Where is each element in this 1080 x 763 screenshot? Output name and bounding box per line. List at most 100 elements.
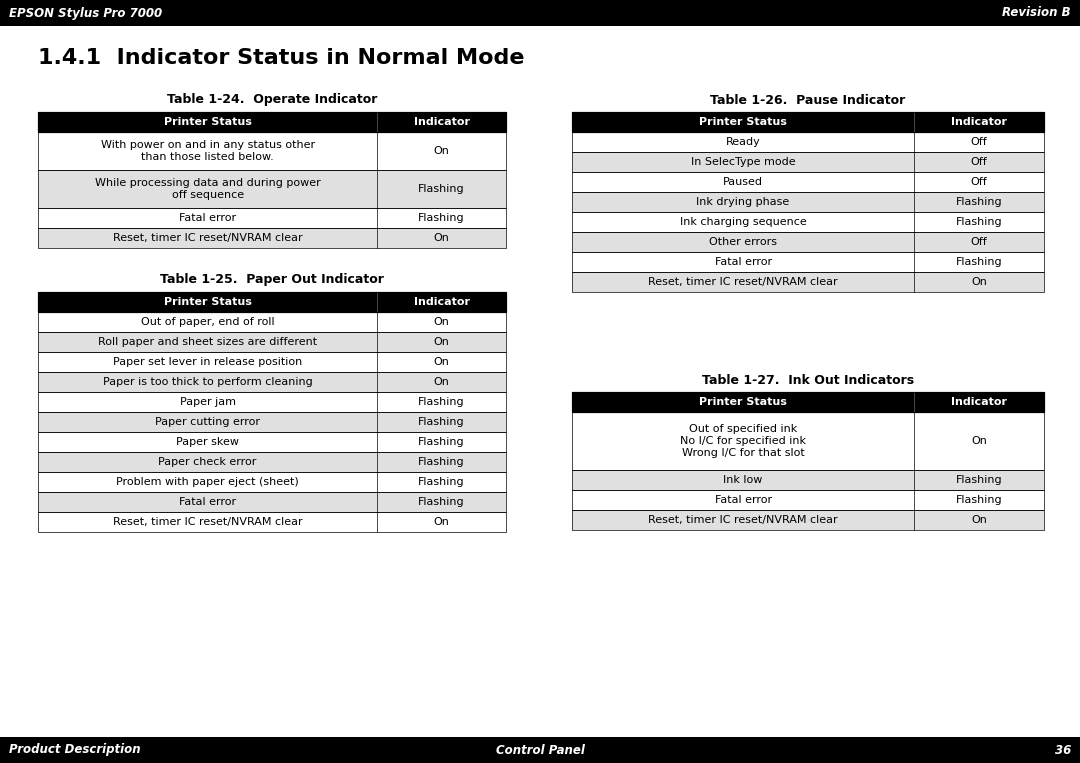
Bar	[38, 312, 507, 332]
Bar	[572, 392, 1044, 412]
Bar	[572, 412, 1044, 470]
Text: Reset, timer IC reset/NVRAM clear: Reset, timer IC reset/NVRAM clear	[648, 515, 838, 525]
Text: Indicator: Indicator	[414, 117, 470, 127]
Text: Indicator: Indicator	[951, 397, 1008, 407]
Text: Printer Status: Printer Status	[699, 397, 787, 407]
Text: Flashing: Flashing	[418, 497, 465, 507]
Text: Flashing: Flashing	[418, 184, 465, 194]
Text: On: On	[971, 277, 987, 287]
Text: Fatal error: Fatal error	[179, 497, 237, 507]
Text: Flashing: Flashing	[956, 217, 1002, 227]
Text: Table 1-24.  Operate Indicator: Table 1-24. Operate Indicator	[166, 94, 377, 107]
Bar	[0, 0, 1080, 26]
Bar	[38, 112, 507, 132]
Text: Table 1-26.  Pause Indicator: Table 1-26. Pause Indicator	[711, 94, 906, 107]
Bar	[572, 392, 1044, 412]
Text: Reset, timer IC reset/NVRAM clear: Reset, timer IC reset/NVRAM clear	[648, 277, 838, 287]
Text: Flashing: Flashing	[418, 417, 465, 427]
Bar	[572, 112, 1044, 132]
Text: Off: Off	[971, 137, 987, 147]
Bar	[38, 132, 507, 170]
Text: Reset, timer IC reset/NVRAM clear: Reset, timer IC reset/NVRAM clear	[112, 233, 302, 243]
Text: Printer Status: Printer Status	[699, 117, 787, 127]
Text: Control Panel: Control Panel	[496, 743, 584, 756]
Bar	[38, 452, 507, 472]
Text: Flashing: Flashing	[418, 437, 465, 447]
Bar	[572, 152, 1044, 172]
Text: Indicator: Indicator	[951, 117, 1008, 127]
Bar	[38, 472, 507, 492]
Text: On: On	[434, 357, 449, 367]
Bar	[38, 412, 507, 432]
Bar	[38, 208, 507, 228]
Bar	[38, 472, 507, 492]
Text: Flashing: Flashing	[418, 457, 465, 467]
Text: Flashing: Flashing	[418, 477, 465, 487]
Text: On: On	[434, 377, 449, 387]
Bar	[38, 332, 507, 352]
Text: Revision B: Revision B	[1002, 7, 1071, 20]
Bar	[572, 212, 1044, 232]
Bar	[572, 510, 1044, 530]
Bar	[38, 170, 507, 208]
Text: Off: Off	[971, 237, 987, 247]
Text: Product Description: Product Description	[9, 743, 140, 756]
Text: Flashing: Flashing	[956, 475, 1002, 485]
Text: Flashing: Flashing	[956, 495, 1002, 505]
Text: Flashing: Flashing	[418, 213, 465, 223]
Text: Flashing: Flashing	[956, 197, 1002, 207]
Text: 36: 36	[1055, 743, 1071, 756]
Bar	[572, 412, 1044, 470]
Text: Problem with paper eject (sheet): Problem with paper eject (sheet)	[117, 477, 299, 487]
Bar	[572, 152, 1044, 172]
Text: Ink low: Ink low	[724, 475, 762, 485]
Text: On: On	[434, 517, 449, 527]
Bar	[38, 228, 507, 248]
Bar	[572, 490, 1044, 510]
Text: On: On	[434, 317, 449, 327]
Text: Indicator: Indicator	[414, 297, 470, 307]
Bar	[572, 132, 1044, 152]
Bar	[572, 232, 1044, 252]
Text: Table 1-27.  Ink Out Indicators: Table 1-27. Ink Out Indicators	[702, 374, 914, 387]
Text: Out of paper, end of roll: Out of paper, end of roll	[140, 317, 274, 327]
Text: Paper jam: Paper jam	[179, 397, 235, 407]
Bar	[38, 492, 507, 512]
Bar	[38, 412, 507, 432]
Bar	[38, 228, 507, 248]
Bar	[38, 392, 507, 412]
Text: On: On	[434, 233, 449, 243]
Bar	[572, 490, 1044, 510]
Bar	[38, 432, 507, 452]
Bar	[38, 112, 507, 132]
Text: Off: Off	[971, 177, 987, 187]
Bar	[38, 292, 507, 312]
Bar	[572, 272, 1044, 292]
Bar	[38, 432, 507, 452]
Bar	[572, 232, 1044, 252]
Text: 1.4.1  Indicator Status in Normal Mode: 1.4.1 Indicator Status in Normal Mode	[38, 48, 525, 68]
Text: While processing data and during power
off sequence: While processing data and during power o…	[95, 178, 321, 200]
Text: Ink drying phase: Ink drying phase	[697, 197, 789, 207]
Text: Other errors: Other errors	[710, 237, 778, 247]
Text: Paused: Paused	[724, 177, 764, 187]
Bar	[38, 312, 507, 332]
Text: Fatal error: Fatal error	[715, 495, 772, 505]
Text: Reset, timer IC reset/NVRAM clear: Reset, timer IC reset/NVRAM clear	[112, 517, 302, 527]
Text: Paper cutting error: Paper cutting error	[156, 417, 260, 427]
Text: In SelecType mode: In SelecType mode	[691, 157, 795, 167]
Text: Paper is too thick to perform cleaning: Paper is too thick to perform cleaning	[103, 377, 312, 387]
Text: Printer Status: Printer Status	[164, 297, 252, 307]
Bar	[38, 512, 507, 532]
Bar	[38, 372, 507, 392]
Text: Off: Off	[971, 157, 987, 167]
Bar	[38, 332, 507, 352]
Bar	[572, 510, 1044, 530]
Bar	[38, 132, 507, 170]
Text: Flashing: Flashing	[418, 397, 465, 407]
Bar	[572, 172, 1044, 192]
Bar	[38, 372, 507, 392]
Text: Table 1-25.  Paper Out Indicator: Table 1-25. Paper Out Indicator	[160, 273, 383, 286]
Text: Ready: Ready	[726, 137, 760, 147]
Text: Flashing: Flashing	[956, 257, 1002, 267]
